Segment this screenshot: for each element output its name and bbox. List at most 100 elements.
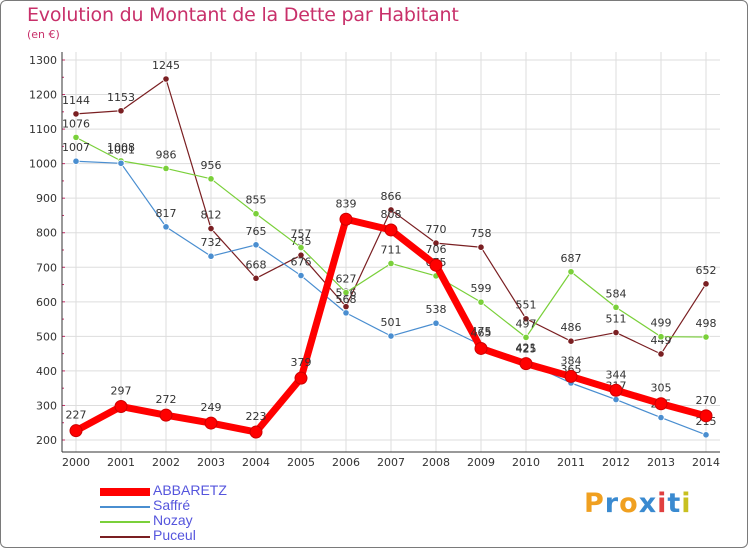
data-label-saffré: 765 <box>246 225 267 238</box>
brand-letter: t <box>667 488 682 519</box>
data-label-nozay: 1076 <box>62 117 90 130</box>
data-label-saffré: 1001 <box>107 143 135 156</box>
x-tick-label: 2001 <box>107 456 135 469</box>
data-label-abbaretz: 249 <box>201 401 222 414</box>
data-label-puceul: 551 <box>516 299 537 312</box>
data-label-saffré: 568 <box>336 293 357 306</box>
data-label-puceul: 1245 <box>152 59 180 72</box>
data-label-puceul: 1144 <box>62 94 90 107</box>
data-label-nozay: 499 <box>651 317 672 330</box>
data-label-nozay: 584 <box>606 287 627 300</box>
point-saffré <box>207 252 215 260</box>
point-puceul <box>657 350 665 358</box>
legend-label-abbaretz: ABBARETZ <box>153 482 227 498</box>
y-tick-label: 300 <box>36 399 57 412</box>
data-label-abbaretz: 270 <box>696 394 717 407</box>
data-label-abbaretz: 297 <box>111 384 132 397</box>
x-tick-label: 2006 <box>332 456 360 469</box>
point-puceul <box>72 110 80 118</box>
y-tick-label: 800 <box>36 227 57 240</box>
data-label-puceul: 866 <box>381 190 402 203</box>
point-puceul <box>297 251 305 259</box>
point-nozay <box>612 303 620 311</box>
data-label-saffré: 1007 <box>62 141 90 154</box>
legend-label-nozay: Nozay <box>153 512 193 528</box>
data-label-abbaretz: 465 <box>471 326 492 339</box>
data-label-nozay: 1008 <box>107 141 135 154</box>
data-label-nozay: 497 <box>516 317 537 330</box>
x-tick-label: 2012 <box>602 456 630 469</box>
legend-swatch-nozay <box>100 521 150 523</box>
y-tick-label: 600 <box>36 296 57 309</box>
data-label-abbaretz: 808 <box>381 208 402 221</box>
point-nozay <box>657 333 665 341</box>
point-saffré <box>432 319 440 327</box>
x-tick-label: 2003 <box>197 456 225 469</box>
data-label-puceul: 652 <box>696 264 717 277</box>
point-saffré <box>117 159 125 167</box>
data-label-puceul: 735 <box>291 235 312 248</box>
point-abbaretz <box>474 341 488 355</box>
point-saffré <box>702 431 710 439</box>
chart-title: Evolution du Montant de la Dette par Hab… <box>27 4 459 26</box>
x-tick-label: 2004 <box>242 456 270 469</box>
legend-swatch-abbaretz <box>100 488 150 496</box>
point-puceul <box>117 107 125 115</box>
point-puceul <box>432 239 440 247</box>
data-label-nozay: 498 <box>696 317 717 330</box>
point-nozay <box>207 175 215 183</box>
point-puceul <box>477 243 485 251</box>
point-nozay <box>162 164 170 173</box>
y-tick-label: 1100 <box>29 123 57 136</box>
point-nozay <box>297 243 305 252</box>
legend-swatch-puceul <box>100 536 150 538</box>
data-label-abbaretz: 839 <box>336 197 357 210</box>
x-tick-label: 2014 <box>692 456 720 469</box>
point-puceul <box>702 280 710 288</box>
point-nozay <box>567 268 575 276</box>
data-label-nozay: 855 <box>246 194 267 207</box>
data-label-abbaretz: 227 <box>66 409 87 422</box>
brand-letter: o <box>619 488 639 519</box>
data-label-puceul: 486 <box>561 321 582 334</box>
brand-letter: i <box>657 488 668 519</box>
data-label-puceul: 770 <box>426 223 447 236</box>
point-nozay <box>477 298 485 306</box>
y-tick-label: 400 <box>36 365 57 378</box>
point-saffré <box>162 223 170 231</box>
point-abbaretz <box>564 369 578 383</box>
point-abbaretz <box>69 424 83 438</box>
point-puceul <box>162 75 170 83</box>
data-label-saffré: 732 <box>201 236 222 249</box>
x-tick-label: 2007 <box>377 456 405 469</box>
point-saffré <box>252 241 260 249</box>
x-tick-label: 2008 <box>422 456 450 469</box>
x-tick-label: 2009 <box>467 456 495 469</box>
data-label-saffré: 817 <box>156 207 177 220</box>
data-label-saffré: 425 <box>516 342 537 355</box>
data-label-abbaretz: 379 <box>291 356 312 369</box>
legend-label-saffre: Saffré <box>153 497 191 513</box>
point-abbaretz <box>519 357 533 371</box>
point-puceul <box>522 315 530 323</box>
point-nozay <box>702 333 710 341</box>
y-tick-label: 1300 <box>29 54 57 67</box>
data-label-abbaretz: 272 <box>156 393 177 406</box>
data-label-nozay: 627 <box>336 272 357 285</box>
point-abbaretz <box>429 258 443 272</box>
y-tick-label: 700 <box>36 261 57 274</box>
data-label-abbaretz: 223 <box>246 410 267 423</box>
data-label-nozay: 956 <box>201 159 222 172</box>
x-tick-label: 2013 <box>647 456 675 469</box>
x-tick-label: 2005 <box>287 456 315 469</box>
brand-logo: Proxiti <box>584 488 692 519</box>
point-abbaretz <box>384 223 398 237</box>
data-label-nozay: 599 <box>471 282 492 295</box>
y-tick-label: 500 <box>36 330 57 343</box>
brand-letter: P <box>584 488 605 519</box>
data-label-abbaretz: 421 <box>516 342 537 355</box>
legend-swatch-saffre <box>100 506 150 508</box>
x-tick-label: 2011 <box>557 456 585 469</box>
point-saffré <box>657 413 665 422</box>
